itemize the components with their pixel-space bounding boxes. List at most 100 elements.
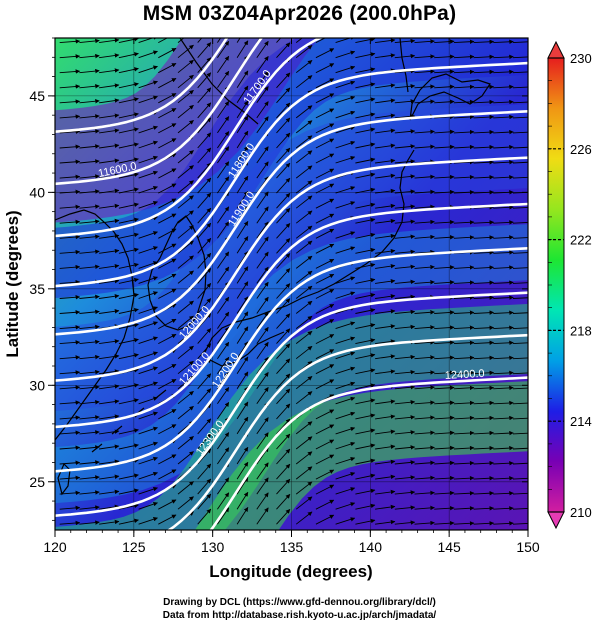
wind-vector-593 [394,159,416,164]
colorbar: 230 226 222 218 214 210 [547,40,592,530]
wind-vector-448 [375,248,396,254]
wind-vector-260 [453,370,475,376]
wind-vector-307 [434,340,455,345]
wind-vector-336 [59,310,81,315]
wind-vector-132 [295,436,313,450]
wind-vector-251 [276,358,291,375]
wind-vector-457 [79,234,100,239]
wind-vector-335 [512,327,528,330]
wind-vector-318 [177,315,194,329]
wind-vector-425 [394,264,416,270]
wind-vector-568 [375,173,396,179]
x-tick-label-130: 130 [201,539,225,555]
wind-vector-433 [79,249,100,254]
wind-vector-289 [79,339,100,345]
wind-vector-738 [414,69,435,74]
wind-vector-476 [453,235,475,240]
wind-vector-382 [493,295,514,300]
wind-vector-500 [453,220,475,225]
wind-vector-374 [335,291,356,299]
wind-vector-519 [355,202,376,209]
wind-vector-388 [138,276,158,284]
wind-vector-349 [315,303,335,314]
wind-vector-482 [99,218,120,224]
wind-vector-309 [473,340,495,345]
wind-vector-112 [375,459,396,465]
wind-vector-344 [217,296,230,314]
wind-vector-343 [197,298,212,314]
wind-vector-263 [512,372,528,375]
wind-vector-662 [335,110,356,119]
wind-vector-306 [414,340,435,345]
wind-vector-526 [493,205,514,210]
colorbar-label-230: 230 [570,51,592,66]
wind-vector-214 [493,400,514,406]
wind-vector-703 [197,72,212,89]
x-tick-label-140: 140 [359,539,383,555]
wind-vector-749 [158,47,177,59]
wind-vector-45 [473,506,495,511]
wind-vector-270 [177,345,194,360]
wind-vector-743 [512,71,528,74]
wind-vector-136 [375,444,396,450]
wind-vector-400 [375,279,396,284]
wind-vector-458 [99,233,120,239]
wind-vector-572 [453,174,475,180]
wind-vector-273 [236,341,249,359]
wind-vector-56 [217,477,230,495]
wind-vector-520 [375,203,396,209]
wind-vector-502 [493,220,514,225]
wind-vector-414 [177,255,194,269]
wind-vector-442 [256,236,269,254]
wind-vector-723 [118,67,139,74]
wind-vector-607 [197,132,212,149]
wind-vector-660 [295,105,313,119]
wind-vector-644 [453,129,475,135]
wind-vector-453 [473,250,495,255]
wind-vector-699 [118,82,139,89]
wind-vector-172 [138,411,158,420]
wind-vector-5 [158,514,177,525]
wind-vector-421 [315,258,335,269]
wind-vector-567 [355,172,376,179]
wind-vector-563 [276,162,291,179]
wind-vector-77 [158,469,177,480]
wind-vector-439 [197,237,212,254]
colorbar-label-210: 210 [570,505,592,520]
wind-vector-206 [335,396,356,405]
wind-vector-20 [453,521,475,526]
wind-vector-730 [256,56,269,73]
wind-vector-238 [493,385,514,391]
wind-vector-160 [375,429,396,435]
wind-vector-173 [158,409,177,420]
wind-vector-681 [236,85,249,104]
wind-vector-596 [453,159,475,165]
wind-vector-69 [473,490,495,496]
wind-vector-651 [118,112,139,119]
wind-vector-711 [355,82,376,89]
wind-vector-576 [59,159,81,165]
wind-vector-472 [375,233,396,239]
wind-vector-455 [512,252,528,254]
wind-vector-583 [197,147,212,164]
wind-vector-632 [217,116,230,134]
wind-vector-459 [118,232,139,239]
wind-vector-310 [493,340,514,346]
wind-vector-369 [236,281,249,299]
wind-vector-599 [512,161,528,164]
wind-vector-237 [473,385,495,391]
wind-vector-584 [217,146,230,164]
contour-line-6 [55,202,528,429]
wind-vector-375 [355,293,376,299]
wind-vector-100 [138,456,158,465]
wind-vector-613 [315,138,335,149]
wind-vector-627 [118,127,139,134]
map-plot-area: 11600.011600.011700.011800.011900.012000… [55,38,528,530]
wind-vector-292 [138,336,158,345]
wind-vector-525 [473,205,495,210]
wind-vector-209 [394,399,416,405]
map-title: MSM 03Z04Apr2026 (200.0hPa) [142,2,457,25]
wind-vector-543 [355,187,376,194]
wind-vector-712 [375,83,396,89]
